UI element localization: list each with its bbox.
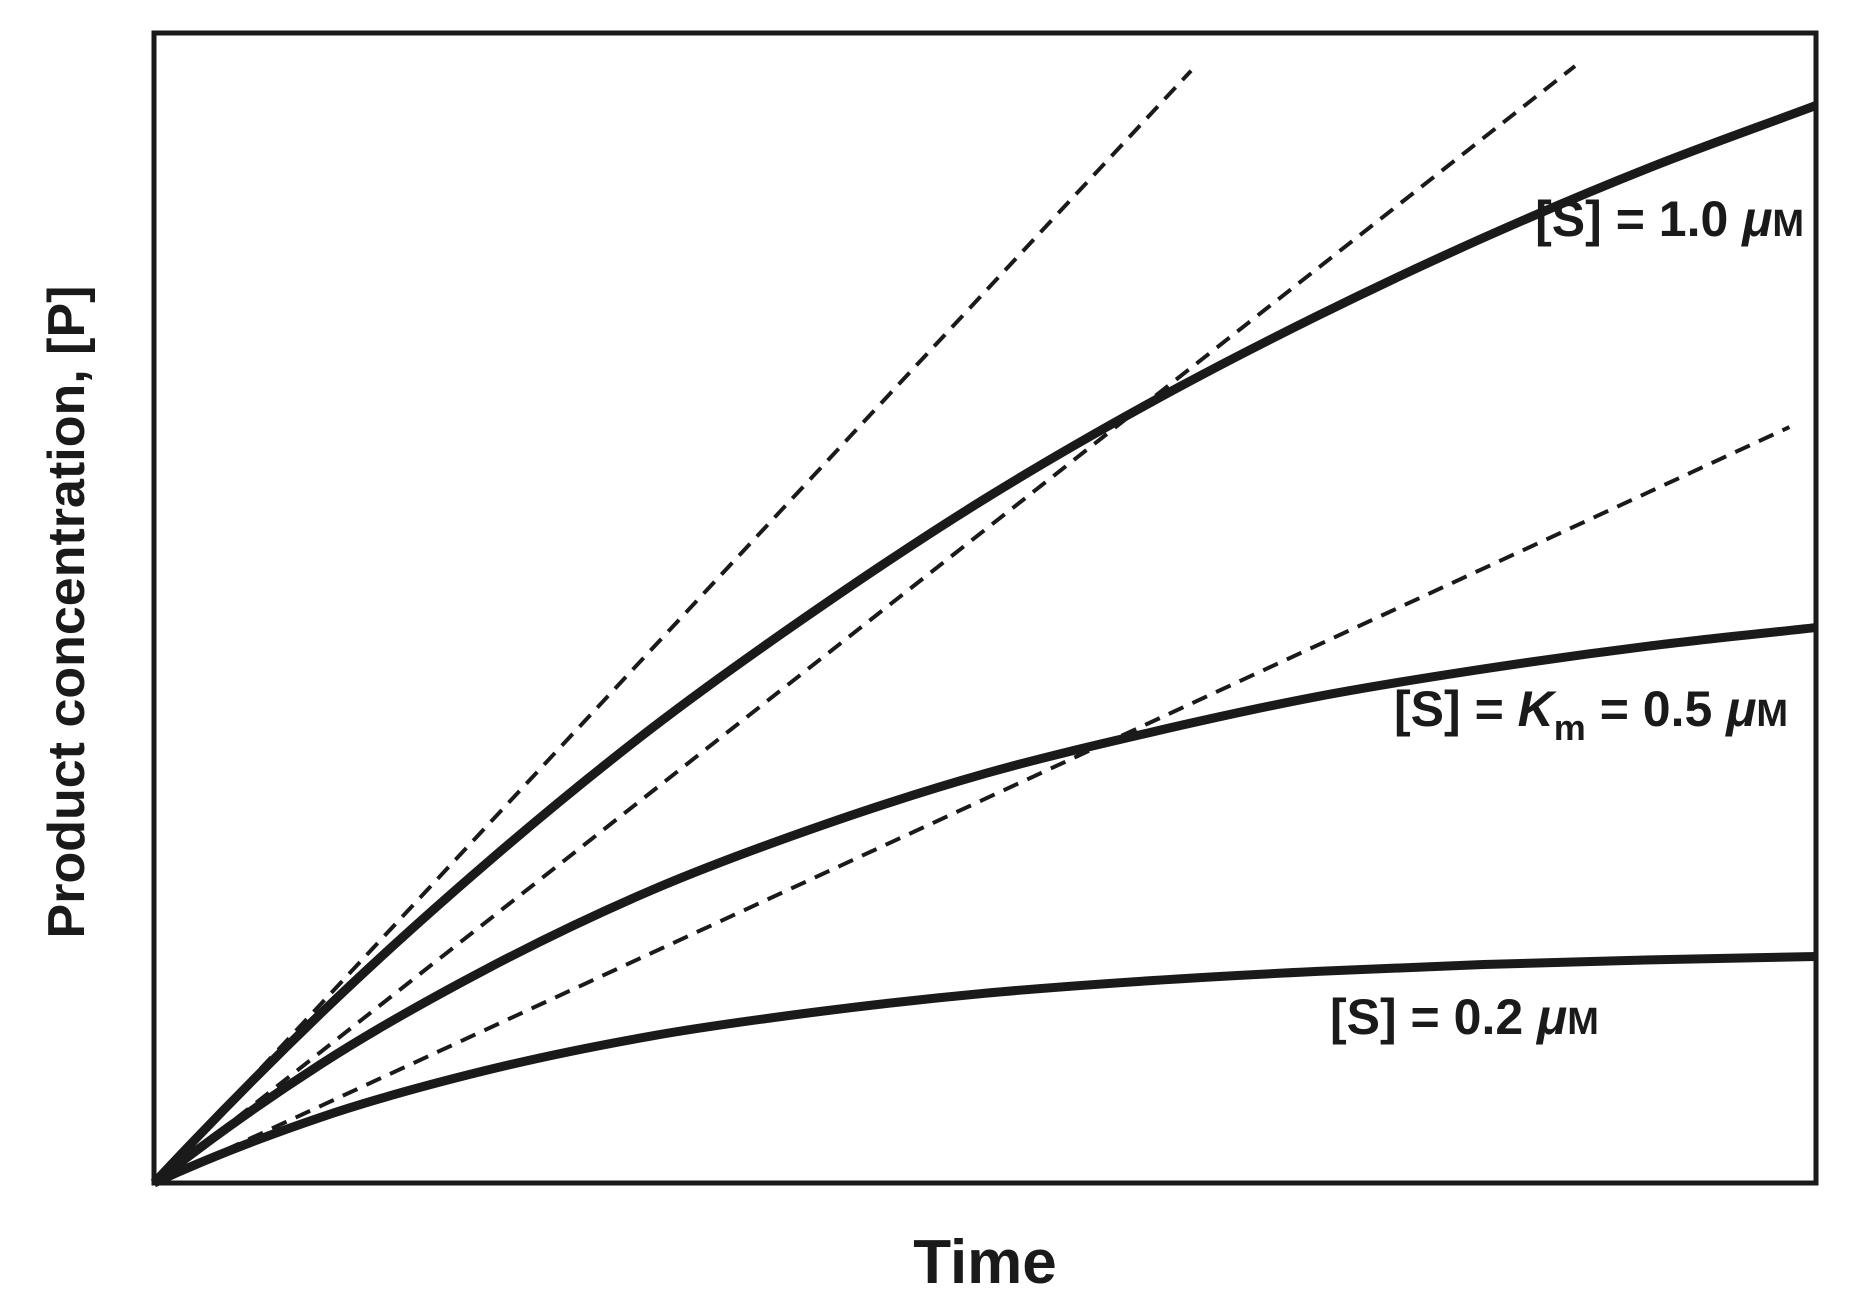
- series-label-1: [S] = 1.0 μM: [1535, 191, 1804, 247]
- x-axis-label: Time: [913, 1228, 1057, 1297]
- series-curve-1: [150, 101, 1818, 1187]
- plot-frame: [151, 30, 1819, 1186]
- series-curve-3: [152, 951, 1817, 1188]
- curves: [150, 101, 1818, 1188]
- series-curve-2: [151, 623, 1817, 1187]
- series-label-2: [S] = Km = 0.5 μM: [1394, 681, 1788, 748]
- tangent-line-2: [152, 64, 1577, 1185]
- tangent-line-3: [153, 425, 1791, 1185]
- y-axis-label: Product concentration, [P]: [38, 286, 96, 939]
- series-label-3: [S] = 0.2 μM: [1330, 989, 1599, 1045]
- tangent-line-1: [152, 69, 1193, 1185]
- tangent-lines: [152, 64, 1791, 1185]
